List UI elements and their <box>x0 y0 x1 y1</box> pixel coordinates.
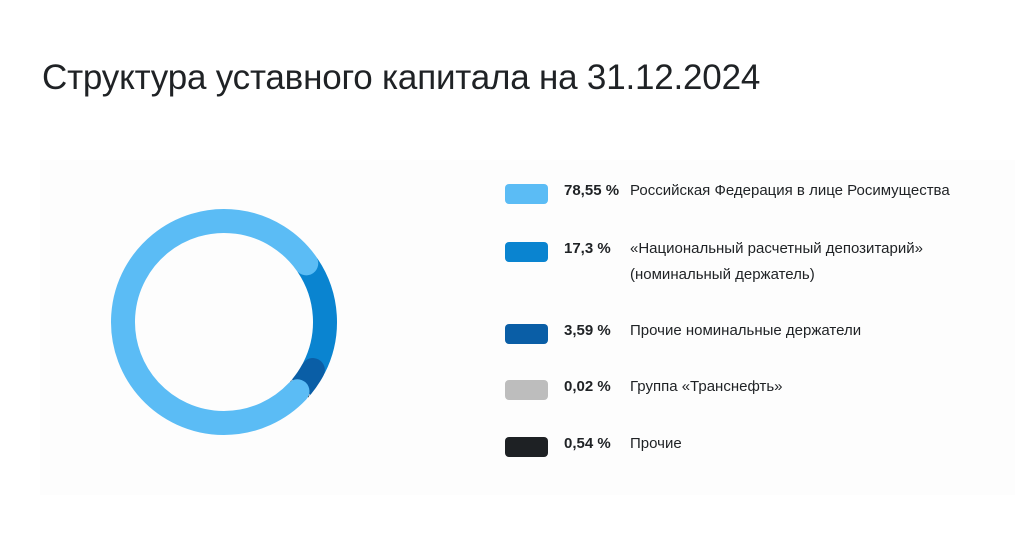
legend-swatch <box>505 437 548 457</box>
page-title: Структура уставного капитала на 31.12.20… <box>42 58 761 97</box>
legend-label: Группа «Транснефть» <box>630 378 783 395</box>
segment-rf <box>111 209 319 435</box>
legend-item-transneft: 0,02 % Группа «Транснефть» <box>505 374 1015 400</box>
legend-item-others: 0,54 % Прочие <box>505 431 1015 457</box>
legend-label: Прочие <box>630 435 682 452</box>
legend-swatch <box>505 380 548 400</box>
legend-swatch <box>505 242 548 262</box>
legend-item-rf: 78,55 % Российская Федерация в лице Роси… <box>505 178 1015 204</box>
legend-item-nrd: 17,3 % «Национальный расчетный депозитар… <box>505 236 1015 288</box>
legend-percent: 78,55 % <box>564 182 620 199</box>
legend-label: «Национальный расчетный депозитарий» (но… <box>630 240 923 283</box>
legend-label: Прочие номинальные держатели <box>630 322 862 339</box>
legend-label: Российская Федерация в лице Росимущества <box>630 182 950 199</box>
segment-nrd <box>295 253 337 380</box>
donut-chart <box>111 209 337 435</box>
legend-percent: 3,59 % <box>564 322 611 339</box>
legend-percent: 17,3 % <box>564 240 611 257</box>
legend-swatch <box>505 184 548 204</box>
legend-percent: 0,54 % <box>564 435 611 452</box>
legend-percent: 0,02 % <box>564 378 611 395</box>
legend-item-other-nominees: 3,59 % Прочие номинальные держатели <box>505 318 1015 344</box>
legend-swatch <box>505 324 548 344</box>
